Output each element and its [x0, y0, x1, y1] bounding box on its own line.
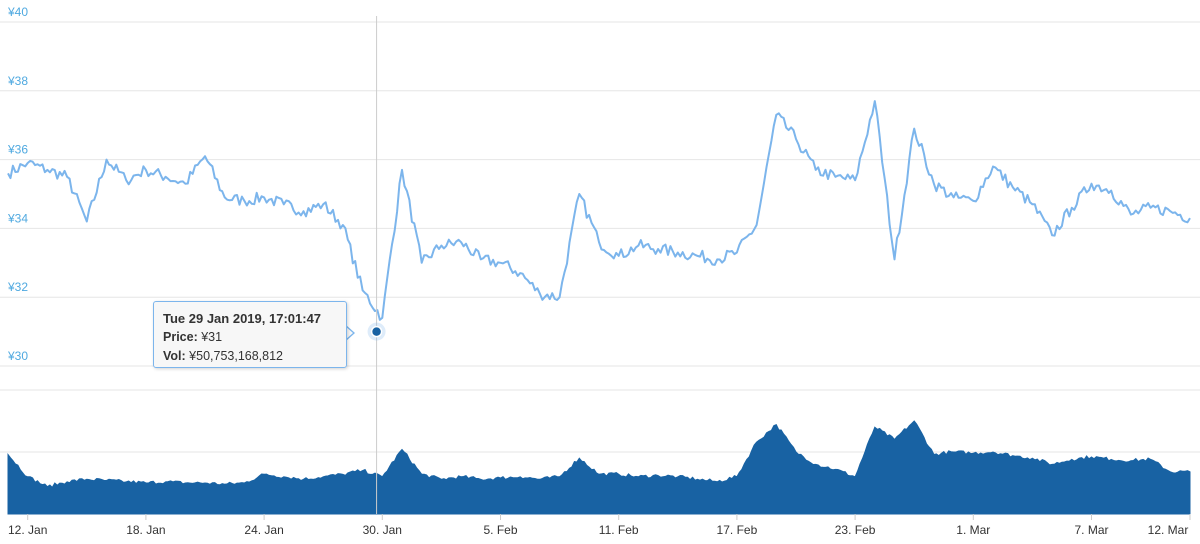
- tooltip-title: Tue 29 Jan 2019, 17:01:47: [163, 311, 322, 326]
- x-tick-label: 5. Feb: [483, 523, 517, 537]
- hover-point-marker[interactable]: [370, 325, 383, 338]
- x-tick-label: 1. Mar: [956, 523, 990, 537]
- y-tick-label: ¥40: [7, 5, 28, 19]
- tooltip: Tue 29 Jan 2019, 17:01:47 Price: ¥31 Vol…: [153, 301, 347, 368]
- tooltip-volume-row: Vol: ¥50,753,168,812: [163, 347, 337, 366]
- volume-series-area: [7, 420, 1191, 515]
- tooltip-volume-label: Vol:: [163, 349, 186, 363]
- tooltip-price-value: ¥31: [201, 330, 223, 344]
- y-axis-ticks: ¥30 ¥32 ¥34 ¥36 ¥38 ¥40: [7, 5, 28, 363]
- price-line-chart: [7, 100, 1191, 321]
- price-series-line: [7, 100, 1191, 321]
- volume-area-chart: [7, 420, 1191, 515]
- y-tick-label: ¥36: [7, 143, 28, 157]
- tooltip-arrow-inner: [345, 326, 353, 340]
- x-tick-label: 7. Mar: [1074, 523, 1108, 537]
- x-tick-label: 24. Jan: [244, 523, 283, 537]
- y-tick-label: ¥32: [7, 280, 28, 294]
- x-tick-label: 11. Feb: [599, 523, 639, 537]
- x-tick-label: 30. Jan: [363, 523, 402, 537]
- x-tick-label: 12. Jan: [8, 523, 47, 537]
- tooltip-volume-value: ¥50,753,168,812: [189, 349, 284, 363]
- y-tick-label: ¥30: [7, 349, 28, 363]
- y-tick-label: ¥38: [7, 74, 28, 88]
- x-tick-label: 17. Feb: [717, 523, 758, 537]
- tooltip-price-row: Price: ¥31: [163, 328, 337, 347]
- x-tick-label: 12. Mar: [1148, 523, 1189, 537]
- x-tick-label: 18. Jan: [126, 523, 165, 537]
- grid-lines: [0, 21, 1200, 453]
- x-axis-ticks: 12. Jan 18. Jan 24. Jan 30. Jan 5. Feb 11. Fe…: [8, 514, 1191, 537]
- y-tick-label: ¥34: [7, 211, 28, 225]
- x-tick-label: 23. Feb: [835, 523, 876, 537]
- tooltip-price-label: Price:: [163, 330, 198, 344]
